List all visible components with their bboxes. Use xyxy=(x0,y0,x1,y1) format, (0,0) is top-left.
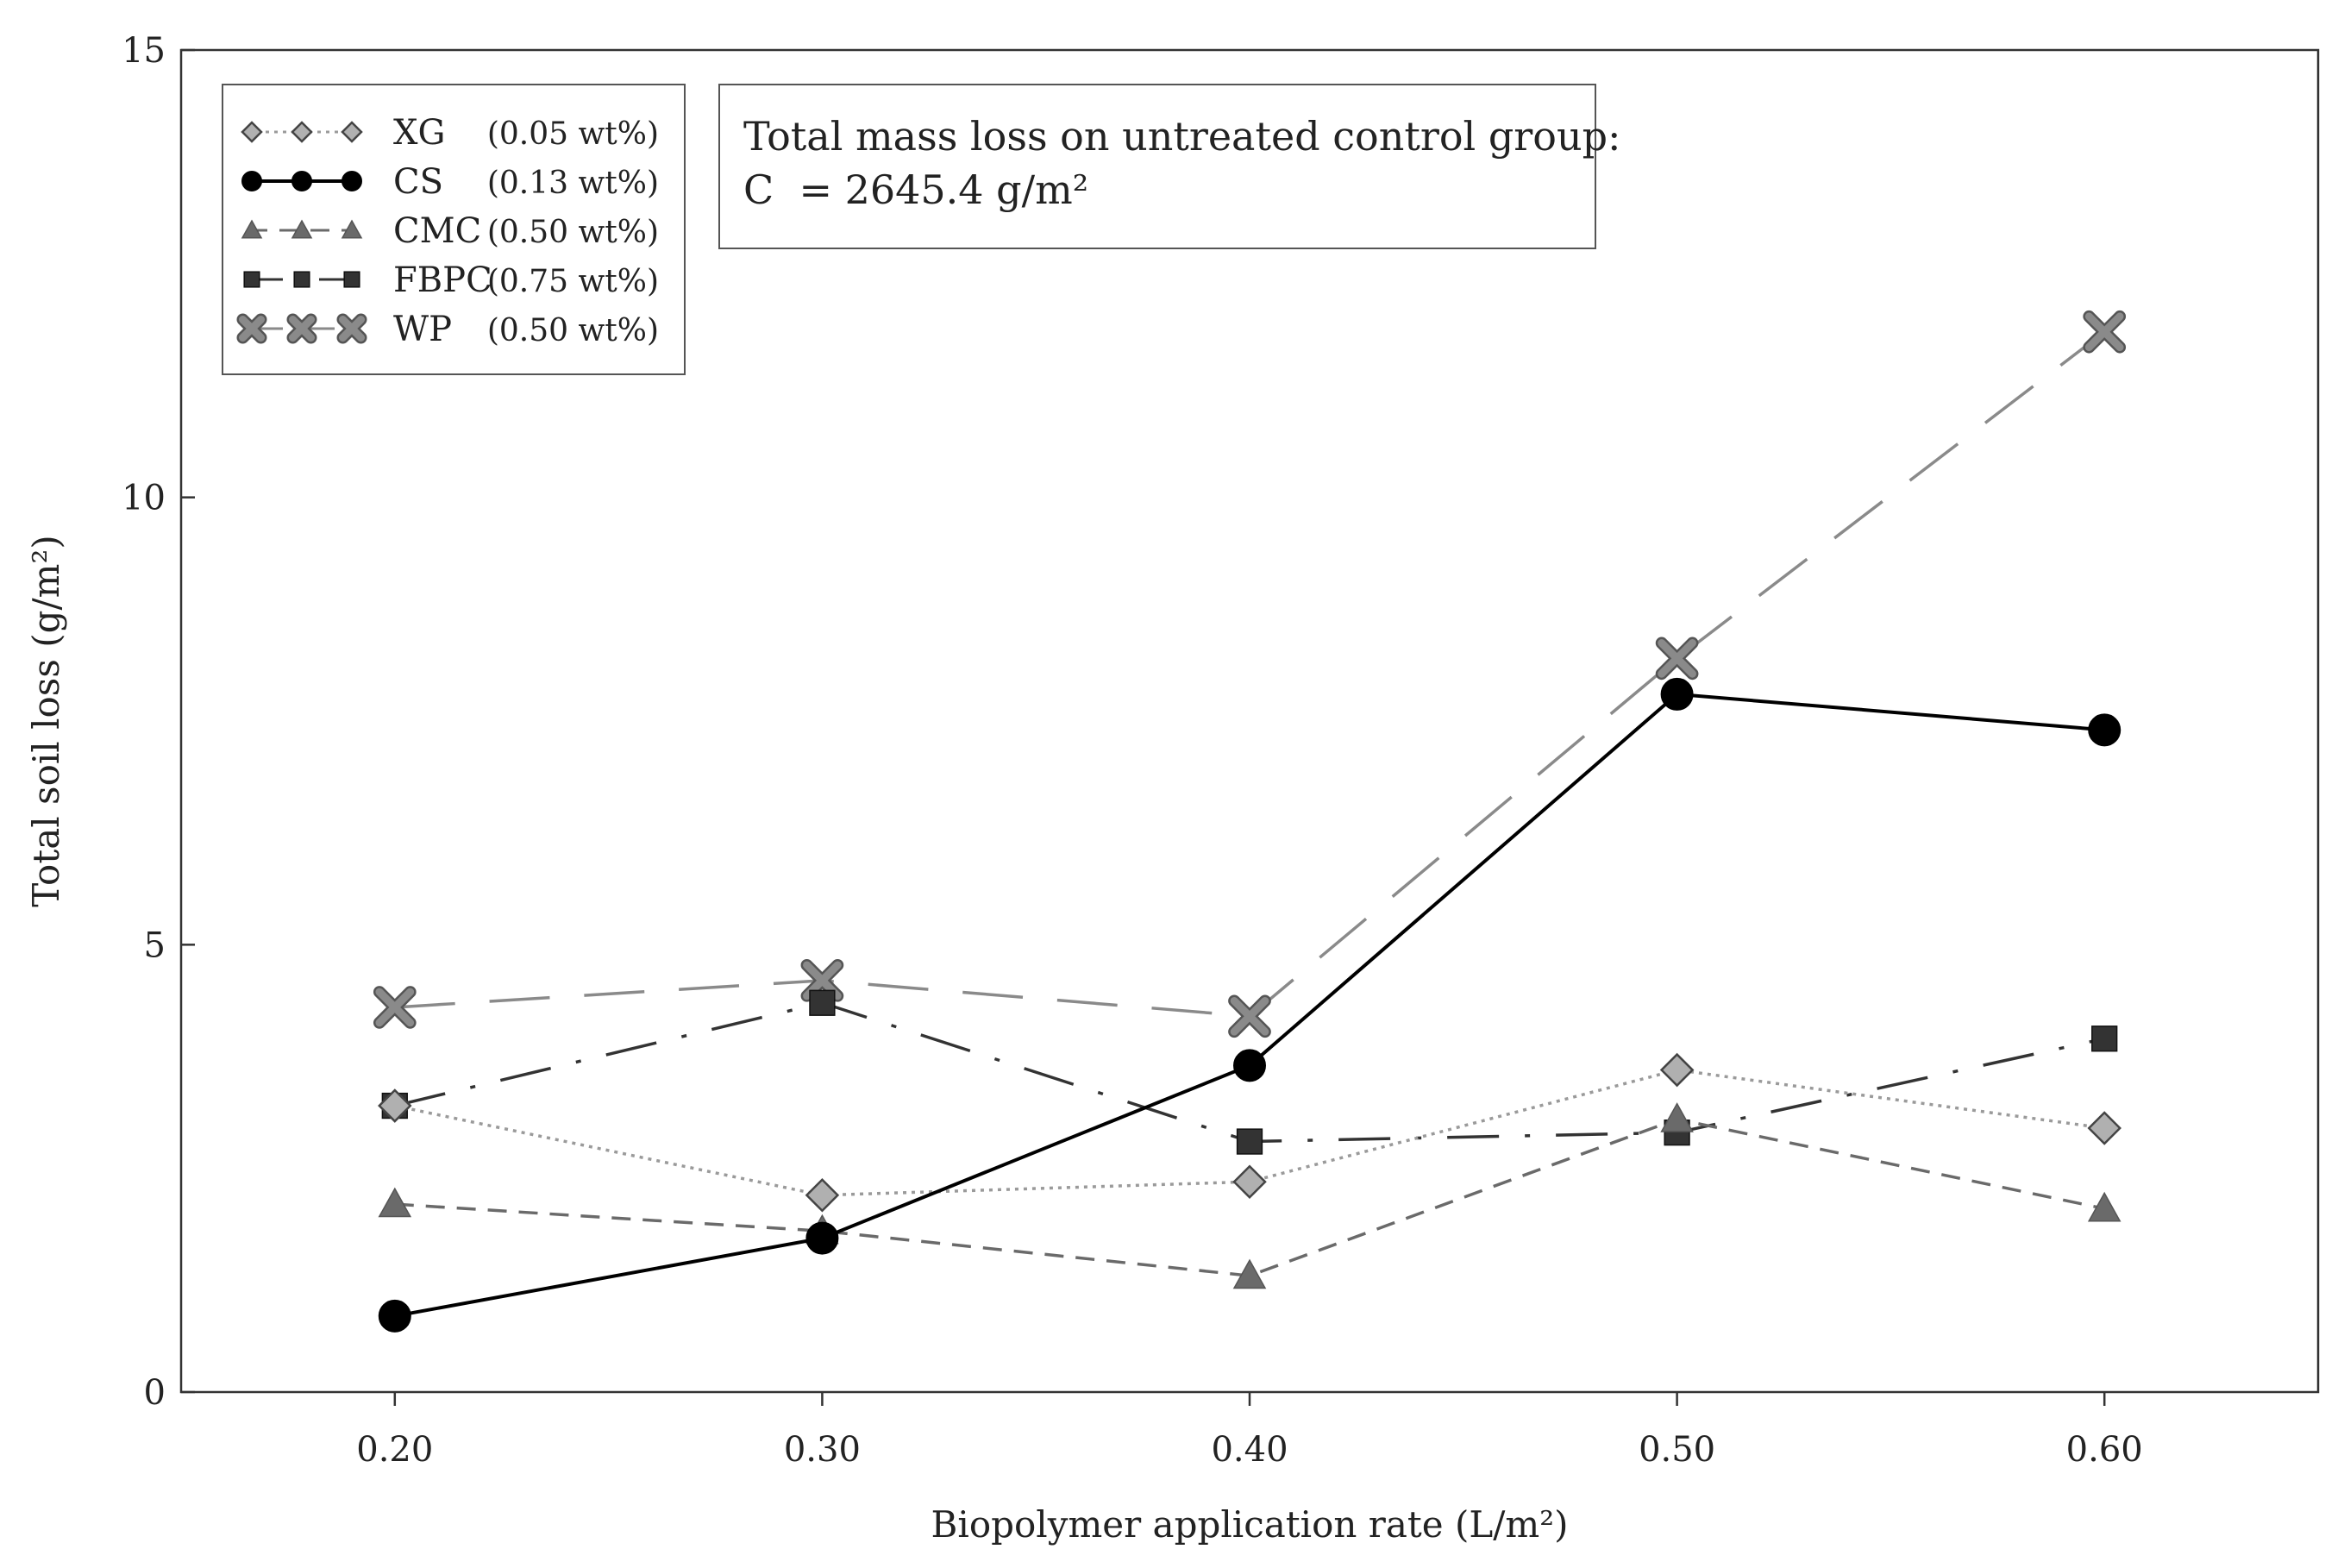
series-layer xyxy=(373,310,2127,1333)
annotation-box xyxy=(718,84,1596,249)
data-point-cs xyxy=(378,1299,411,1333)
y-tick-label: 5 xyxy=(144,925,166,965)
annotation-line2: C = 2645.4 g/m² xyxy=(743,166,1088,213)
x-tick-label: 0.50 xyxy=(1639,1430,1715,1470)
data-point-wp xyxy=(2083,310,2127,354)
legend-marker xyxy=(243,271,260,288)
legend-marker xyxy=(236,313,267,344)
legend-marker xyxy=(241,219,263,239)
x-tick-label: 0.40 xyxy=(1211,1430,1288,1470)
series-markers-xg xyxy=(378,1052,2122,1213)
legend-marker xyxy=(291,219,313,239)
legend-marker xyxy=(341,219,363,239)
legend-label: XG xyxy=(393,113,445,153)
data-point-wp xyxy=(1655,637,1699,681)
x-axis-label: Biopolymer application rate (L/m²) xyxy=(931,1503,1569,1546)
legend-marker xyxy=(293,271,310,288)
series-markers-cs xyxy=(378,677,2122,1333)
legend-marker xyxy=(286,313,317,344)
legend-item-fbpc: FBPC(0.75 wt%) xyxy=(243,260,659,300)
y-axis: 0 5 10 15 xyxy=(122,31,195,1413)
legend-item-cmc: CMC (0.50 wt%) xyxy=(241,211,659,251)
series-cs xyxy=(394,692,2105,1318)
data-point-xg xyxy=(378,1088,412,1123)
legend-label: CMC xyxy=(393,211,481,251)
data-point-xg xyxy=(2087,1111,2122,1145)
legend-item-cs: CS (0.13 wt%) xyxy=(241,162,659,202)
data-point-cs xyxy=(805,1221,839,1255)
data-point-cmc xyxy=(1660,1102,1694,1132)
legend-concentration: (0.75 wt%) xyxy=(487,264,659,299)
data-point-wp xyxy=(1228,994,1271,1038)
legend-concentration: (0.50 wt%) xyxy=(487,313,659,348)
data-point-cs xyxy=(2088,713,2122,747)
x-tick-label: 0.30 xyxy=(784,1430,861,1470)
series-markers-wp xyxy=(373,310,2127,1038)
data-point-xg xyxy=(805,1178,840,1213)
legend-label: WP xyxy=(393,310,452,349)
legend-marker xyxy=(291,171,312,191)
data-point-xg xyxy=(1232,1164,1267,1199)
legend-marker xyxy=(291,121,313,143)
legend-item-xg: XG (0.05 wt%) xyxy=(241,113,659,153)
data-point-wp xyxy=(373,986,417,1029)
legend-marker xyxy=(341,121,363,143)
legend-concentration: (0.05 wt%) xyxy=(487,116,659,152)
series-cmc xyxy=(394,1117,2105,1277)
series-line-wp xyxy=(394,330,2106,1019)
y-tick-label: 0 xyxy=(144,1373,166,1413)
legend: XG (0.05 wt%)CS (0.13 wt%)CMC (0.50 wt%)FBP… xyxy=(222,84,686,375)
x-tick-label: 0.20 xyxy=(356,1430,433,1470)
x-axis: 0.20 0.30 0.40 0.50 0.60 xyxy=(356,1392,2143,1470)
series-line-cmc xyxy=(394,1117,2105,1277)
data-point-cs xyxy=(1660,677,1694,711)
data-point-cs xyxy=(1233,1049,1266,1082)
legend-marker xyxy=(336,313,367,344)
legend-marker xyxy=(241,171,262,191)
legend-marker xyxy=(343,271,360,288)
data-point-cmc xyxy=(1232,1258,1267,1289)
legend-concentration: (0.50 wt%) xyxy=(487,215,659,250)
annotation: Total mass loss on untreated control gro… xyxy=(718,84,1621,249)
legend-marker xyxy=(342,171,362,191)
annotation-line1: Total mass loss on untreated control gro… xyxy=(743,113,1621,160)
series-line-cs xyxy=(394,692,2105,1318)
legend-label: CS xyxy=(393,162,443,202)
legend-item-wp: WP (0.50 wt%) xyxy=(236,310,659,349)
y-tick-label: 10 xyxy=(122,479,166,518)
x-tick-label: 0.60 xyxy=(2066,1430,2143,1470)
y-axis-label: Total soil loss (g/m²) xyxy=(25,535,67,906)
data-point-fbpc xyxy=(809,989,836,1016)
legend-label: FBPC xyxy=(393,260,492,300)
data-point-cmc xyxy=(378,1187,412,1218)
data-point-fbpc xyxy=(1236,1128,1263,1155)
data-point-cmc xyxy=(2087,1191,2122,1222)
data-point-fbpc xyxy=(2091,1025,2118,1052)
y-tick-label: 15 xyxy=(122,31,166,71)
legend-concentration: (0.13 wt%) xyxy=(487,166,659,201)
series-wp xyxy=(394,330,2106,1019)
data-point-xg xyxy=(1659,1052,1695,1088)
legend-marker xyxy=(241,121,263,143)
